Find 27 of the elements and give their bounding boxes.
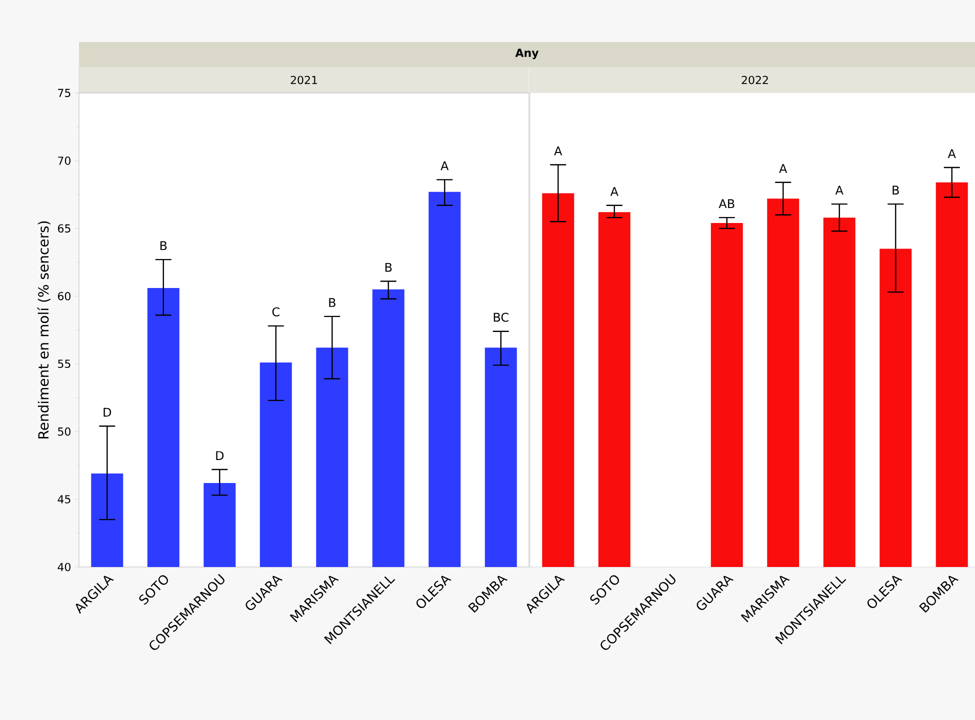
annotation: BC: [494, 312, 508, 322]
annotation: B: [329, 298, 336, 307]
annotation: D: [104, 408, 112, 417]
y-tick-label: 60: [58, 292, 70, 300]
annotation: A: [610, 187, 618, 196]
y-tick-label: 50: [58, 427, 70, 436]
y-tick-label: 70: [58, 156, 70, 165]
y-tick-label: 40: [58, 562, 70, 572]
annotation: A: [779, 164, 788, 173]
y-tick-label: 65: [58, 224, 70, 233]
annotation: A: [440, 161, 449, 170]
annotation: B: [385, 262, 392, 272]
annotation: AB: [718, 199, 734, 208]
annotation: A: [554, 146, 562, 156]
chart-title: Any: [515, 48, 539, 60]
annotation: A: [835, 186, 844, 195]
y-tick-label: 55: [58, 360, 70, 368]
annotation: B: [892, 186, 899, 195]
annotation: C: [272, 307, 280, 316]
annotation: D: [216, 451, 224, 460]
chart-subtitle: 2021: [290, 76, 317, 84]
annotation: B: [160, 241, 167, 250]
y-tick-label: 75: [58, 88, 70, 98]
chart-subtitle: 2022: [742, 76, 768, 84]
y-axis-title: Rendiment en molí (% sencers): [37, 221, 50, 438]
y-tick-label: 45: [58, 495, 70, 504]
annotation: A: [948, 149, 956, 158]
